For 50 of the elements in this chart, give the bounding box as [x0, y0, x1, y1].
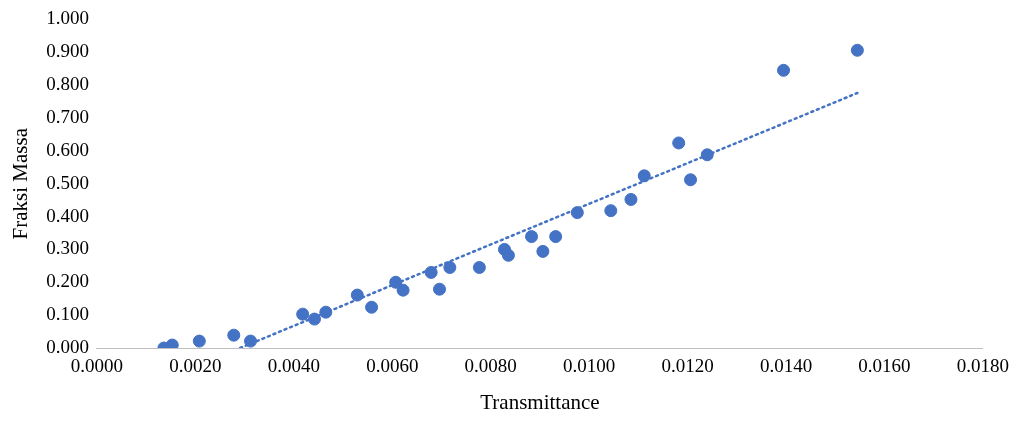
point	[604, 204, 618, 218]
x-tick-label: 0.0040	[267, 355, 320, 377]
y-tick-label: 0.900	[46, 40, 89, 62]
point	[350, 288, 364, 302]
point	[443, 260, 457, 274]
y-tick-label: 0.000	[46, 335, 89, 357]
y-tick-label: 0.600	[46, 138, 89, 160]
y-tick-label: 0.200	[46, 270, 89, 292]
point	[536, 244, 550, 258]
point	[525, 230, 539, 244]
point	[307, 312, 321, 326]
y-tick-label: 0.500	[46, 171, 89, 193]
x-axis-title: Transmittance	[480, 389, 600, 414]
point	[389, 275, 403, 289]
point	[472, 260, 486, 274]
y-tick-label: 0.300	[46, 237, 89, 259]
point	[365, 300, 379, 314]
point	[672, 136, 686, 150]
point	[244, 334, 258, 348]
x-tick-label: 0.0020	[169, 355, 222, 377]
point	[396, 283, 410, 297]
x-tick-label: 0.0160	[858, 355, 911, 377]
y-tick-label: 1.000	[46, 7, 89, 29]
point	[433, 282, 447, 296]
y-tick-label: 0.800	[46, 73, 89, 95]
y-tick-label: 0.700	[46, 105, 89, 127]
x-tick-label: 0.0000	[70, 355, 124, 377]
x-tick-label: 0.0080	[464, 355, 517, 377]
point	[570, 206, 584, 220]
point	[637, 169, 651, 183]
point	[319, 305, 333, 319]
point	[850, 43, 864, 57]
x-tick-label: 0.0140	[759, 355, 813, 377]
y-tick-label: 0.100	[46, 303, 89, 325]
x-tick-label: 0.0060	[366, 355, 419, 377]
point	[296, 307, 310, 321]
point	[777, 63, 791, 77]
point	[501, 248, 515, 262]
point	[227, 328, 241, 342]
point	[684, 173, 698, 187]
point	[424, 265, 438, 279]
y-tick-label: 0.400	[46, 204, 89, 226]
point	[624, 192, 638, 206]
x-tick-label: 0.0180	[956, 355, 1009, 377]
y-axis-title: Fraksi Massa	[8, 127, 33, 240]
x-tick-label: 0.0100	[563, 355, 616, 377]
point	[700, 148, 714, 162]
point	[192, 334, 206, 348]
point	[549, 230, 563, 244]
x-tick-label: 0.0120	[661, 355, 714, 377]
